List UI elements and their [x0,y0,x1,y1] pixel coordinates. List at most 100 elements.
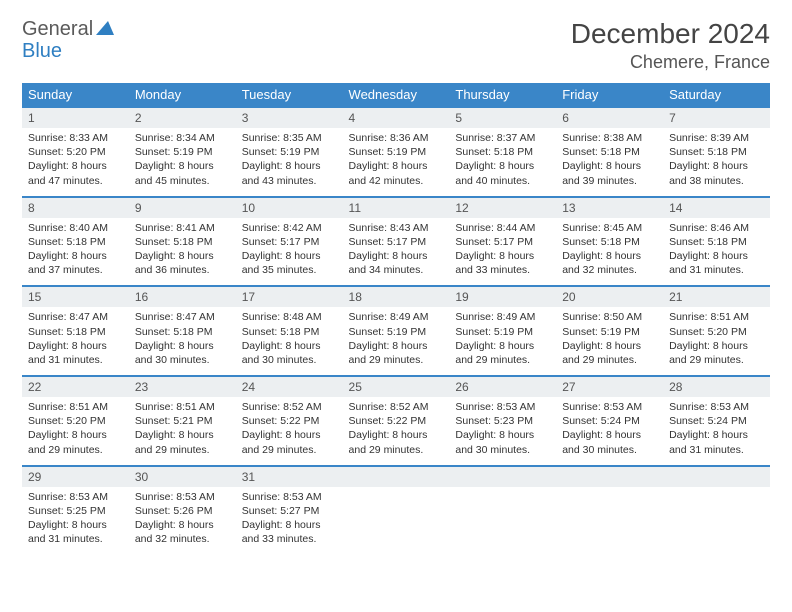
day-number: 24 [236,375,343,397]
calendar-day-cell: 2Sunrise: 8:34 AMSunset: 5:19 PMDaylight… [129,106,236,196]
calendar-day-cell: 24Sunrise: 8:52 AMSunset: 5:22 PMDayligh… [236,375,343,465]
day-details: Sunrise: 8:47 AMSunset: 5:18 PMDaylight:… [22,307,129,375]
day-details: Sunrise: 8:40 AMSunset: 5:18 PMDaylight:… [22,218,129,286]
calendar-day-cell [343,465,450,555]
day-number: 5 [449,106,556,128]
day-number: 22 [22,375,129,397]
calendar-day-cell: 16Sunrise: 8:47 AMSunset: 5:18 PMDayligh… [129,285,236,375]
day-details: Sunrise: 8:34 AMSunset: 5:19 PMDaylight:… [129,128,236,196]
day-number: 31 [236,465,343,487]
day-details: Sunrise: 8:51 AMSunset: 5:20 PMDaylight:… [22,397,129,465]
calendar-day-cell: 15Sunrise: 8:47 AMSunset: 5:18 PMDayligh… [22,285,129,375]
calendar-body: 1Sunrise: 8:33 AMSunset: 5:20 PMDaylight… [22,106,770,554]
weekday-row: Sunday Monday Tuesday Wednesday Thursday… [22,83,770,106]
day-details: Sunrise: 8:41 AMSunset: 5:18 PMDaylight:… [129,218,236,286]
day-number: 15 [22,285,129,307]
day-number: 2 [129,106,236,128]
calendar-day-cell: 6Sunrise: 8:38 AMSunset: 5:18 PMDaylight… [556,106,663,196]
page-header: General Blue December 2024 Chemere, Fran… [22,18,770,73]
calendar-week-row: 8Sunrise: 8:40 AMSunset: 5:18 PMDaylight… [22,196,770,286]
calendar-day-cell: 9Sunrise: 8:41 AMSunset: 5:18 PMDaylight… [129,196,236,286]
calendar-day-cell: 10Sunrise: 8:42 AMSunset: 5:17 PMDayligh… [236,196,343,286]
day-number: 10 [236,196,343,218]
calendar-day-cell: 12Sunrise: 8:44 AMSunset: 5:17 PMDayligh… [449,196,556,286]
calendar-day-cell: 7Sunrise: 8:39 AMSunset: 5:18 PMDaylight… [663,106,770,196]
day-details: Sunrise: 8:47 AMSunset: 5:18 PMDaylight:… [129,307,236,375]
day-number: 21 [663,285,770,307]
day-number: 30 [129,465,236,487]
weekday-header: Friday [556,83,663,106]
calendar-week-row: 22Sunrise: 8:51 AMSunset: 5:20 PMDayligh… [22,375,770,465]
day-number: 17 [236,285,343,307]
day-details: Sunrise: 8:52 AMSunset: 5:22 PMDaylight:… [236,397,343,465]
calendar-day-cell: 18Sunrise: 8:49 AMSunset: 5:19 PMDayligh… [343,285,450,375]
calendar-day-cell: 17Sunrise: 8:48 AMSunset: 5:18 PMDayligh… [236,285,343,375]
day-details: Sunrise: 8:35 AMSunset: 5:19 PMDaylight:… [236,128,343,196]
calendar-day-cell: 29Sunrise: 8:53 AMSunset: 5:25 PMDayligh… [22,465,129,555]
day-details: Sunrise: 8:51 AMSunset: 5:21 PMDaylight:… [129,397,236,465]
weekday-header: Saturday [663,83,770,106]
day-number: 18 [343,285,450,307]
calendar-table: Sunday Monday Tuesday Wednesday Thursday… [22,83,770,554]
day-number: 4 [343,106,450,128]
weekday-header: Thursday [449,83,556,106]
weekday-header: Tuesday [236,83,343,106]
calendar-day-cell: 28Sunrise: 8:53 AMSunset: 5:24 PMDayligh… [663,375,770,465]
calendar-week-row: 15Sunrise: 8:47 AMSunset: 5:18 PMDayligh… [22,285,770,375]
weekday-header: Wednesday [343,83,450,106]
day-number: 28 [663,375,770,397]
day-details: Sunrise: 8:43 AMSunset: 5:17 PMDaylight:… [343,218,450,286]
day-number: 26 [449,375,556,397]
calendar-day-cell: 5Sunrise: 8:37 AMSunset: 5:18 PMDaylight… [449,106,556,196]
logo-mark-icon [96,18,114,40]
day-number: 14 [663,196,770,218]
calendar-day-cell: 25Sunrise: 8:52 AMSunset: 5:22 PMDayligh… [343,375,450,465]
day-details: Sunrise: 8:38 AMSunset: 5:18 PMDaylight:… [556,128,663,196]
calendar-day-cell: 13Sunrise: 8:45 AMSunset: 5:18 PMDayligh… [556,196,663,286]
day-details: Sunrise: 8:42 AMSunset: 5:17 PMDaylight:… [236,218,343,286]
calendar-week-row: 29Sunrise: 8:53 AMSunset: 5:25 PMDayligh… [22,465,770,555]
weekday-header: Monday [129,83,236,106]
calendar-day-cell: 30Sunrise: 8:53 AMSunset: 5:26 PMDayligh… [129,465,236,555]
calendar-day-cell: 27Sunrise: 8:53 AMSunset: 5:24 PMDayligh… [556,375,663,465]
day-details: Sunrise: 8:51 AMSunset: 5:20 PMDaylight:… [663,307,770,375]
title-block: December 2024 Chemere, France [571,18,770,73]
day-details: Sunrise: 8:50 AMSunset: 5:19 PMDaylight:… [556,307,663,375]
calendar-day-cell [556,465,663,555]
day-number: 29 [22,465,129,487]
day-details: Sunrise: 8:53 AMSunset: 5:23 PMDaylight:… [449,397,556,465]
day-details: Sunrise: 8:33 AMSunset: 5:20 PMDaylight:… [22,128,129,196]
calendar-day-cell: 19Sunrise: 8:49 AMSunset: 5:19 PMDayligh… [449,285,556,375]
day-number: 11 [343,196,450,218]
calendar-day-cell: 8Sunrise: 8:40 AMSunset: 5:18 PMDaylight… [22,196,129,286]
calendar-day-cell: 21Sunrise: 8:51 AMSunset: 5:20 PMDayligh… [663,285,770,375]
day-details: Sunrise: 8:39 AMSunset: 5:18 PMDaylight:… [663,128,770,196]
day-number: 9 [129,196,236,218]
calendar-day-cell: 26Sunrise: 8:53 AMSunset: 5:23 PMDayligh… [449,375,556,465]
day-details: Sunrise: 8:53 AMSunset: 5:25 PMDaylight:… [22,487,129,555]
day-details: Sunrise: 8:53 AMSunset: 5:24 PMDaylight:… [556,397,663,465]
calendar-day-cell: 11Sunrise: 8:43 AMSunset: 5:17 PMDayligh… [343,196,450,286]
calendar-day-cell: 22Sunrise: 8:51 AMSunset: 5:20 PMDayligh… [22,375,129,465]
day-details: Sunrise: 8:52 AMSunset: 5:22 PMDaylight:… [343,397,450,465]
calendar-day-cell: 4Sunrise: 8:36 AMSunset: 5:19 PMDaylight… [343,106,450,196]
day-number: 7 [663,106,770,128]
page-subtitle: Chemere, France [571,52,770,73]
weekday-header: Sunday [22,83,129,106]
day-details: Sunrise: 8:37 AMSunset: 5:18 PMDaylight:… [449,128,556,196]
day-details: Sunrise: 8:53 AMSunset: 5:26 PMDaylight:… [129,487,236,555]
day-number: 6 [556,106,663,128]
day-details: Sunrise: 8:53 AMSunset: 5:24 PMDaylight:… [663,397,770,465]
day-details: Sunrise: 8:46 AMSunset: 5:18 PMDaylight:… [663,218,770,286]
calendar-day-cell: 23Sunrise: 8:51 AMSunset: 5:21 PMDayligh… [129,375,236,465]
calendar-day-cell: 31Sunrise: 8:53 AMSunset: 5:27 PMDayligh… [236,465,343,555]
day-number: 12 [449,196,556,218]
day-details: Sunrise: 8:48 AMSunset: 5:18 PMDaylight:… [236,307,343,375]
logo: General Blue [22,18,114,62]
day-number: 16 [129,285,236,307]
day-number: 13 [556,196,663,218]
calendar-week-row: 1Sunrise: 8:33 AMSunset: 5:20 PMDaylight… [22,106,770,196]
calendar-day-cell: 14Sunrise: 8:46 AMSunset: 5:18 PMDayligh… [663,196,770,286]
logo-text-gray: General [22,18,93,40]
day-details: Sunrise: 8:44 AMSunset: 5:17 PMDaylight:… [449,218,556,286]
